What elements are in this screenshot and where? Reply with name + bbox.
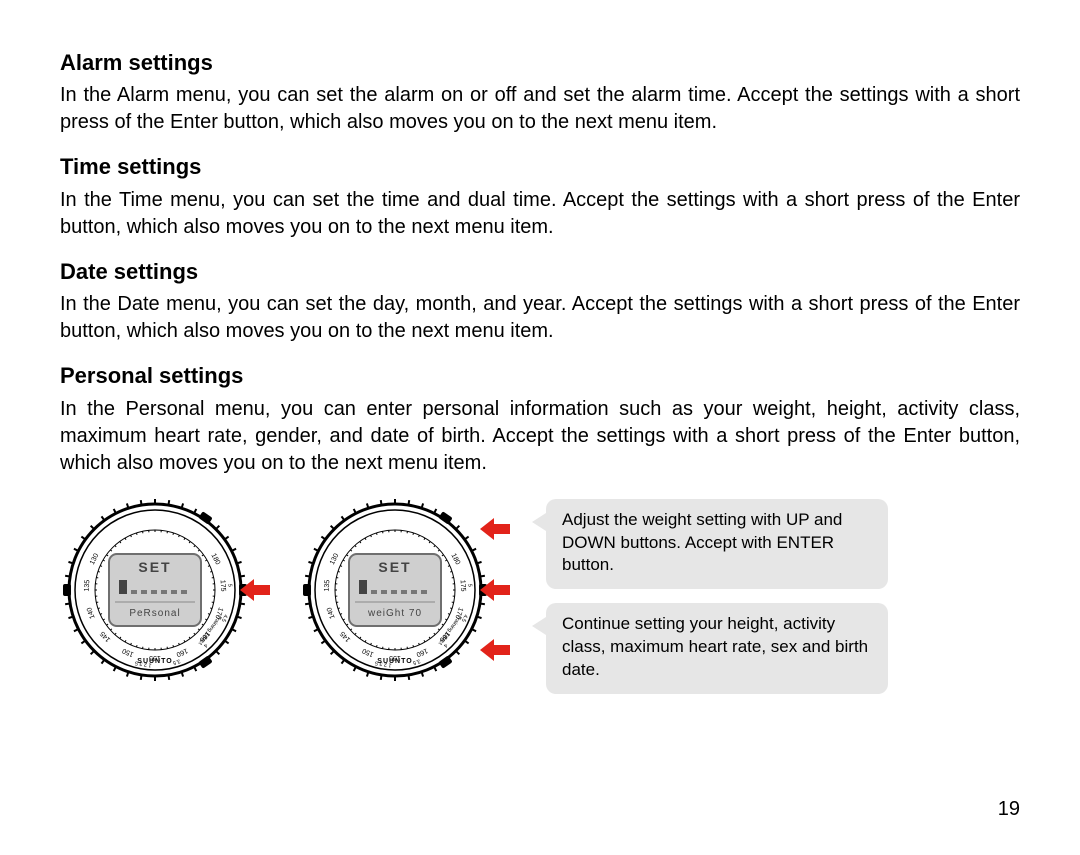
body-personal-settings: In the Personal menu, you can enter pers… [60, 396, 1020, 477]
body-alarm-settings: In the Alarm menu, you can set the alarm… [60, 82, 1020, 136]
svg-text:SUUNTO: SUUNTO [137, 658, 172, 665]
manual-page: Alarm settings In the Alarm menu, you ca… [0, 0, 1080, 855]
svg-text:PeRsonal: PeRsonal [129, 608, 180, 619]
svg-text:175: 175 [219, 579, 227, 591]
svg-text:135: 135 [324, 579, 332, 591]
svg-text:SET: SET [138, 559, 171, 575]
svg-text:135: 135 [84, 579, 92, 591]
red-arrow-icon [480, 579, 510, 601]
svg-text:SET: SET [378, 559, 411, 575]
svg-text:5: 5 [466, 583, 472, 586]
watch-illustration-1: 130135140145150155160165170175180Trainin… [60, 495, 270, 685]
heading-personal-settings: Personal settings [60, 363, 1020, 389]
red-arrow-icon [480, 639, 510, 661]
svg-text:175: 175 [459, 579, 467, 591]
body-date-settings: In the Date menu, you can set the day, m… [60, 291, 1020, 345]
body-time-settings: In the Time menu, you can set the time a… [60, 187, 1020, 241]
heading-time-settings: Time settings [60, 154, 1020, 180]
red-arrow-icon [480, 518, 510, 540]
page-number: 19 [998, 798, 1020, 821]
svg-text:5: 5 [226, 583, 232, 586]
red-arrow-icon [240, 579, 270, 601]
figure-row: 130135140145150155160165170175180Trainin… [60, 495, 1020, 695]
watch-illustration-2: 130135140145150155160165170175180Trainin… [300, 495, 510, 685]
callout-2: Continue setting your height, activity c… [546, 603, 888, 694]
svg-text:SUUNTO: SUUNTO [377, 658, 412, 665]
callout-group: Adjust the weight setting with UP and DO… [546, 495, 888, 695]
svg-text:weiGht 70: weiGht 70 [367, 608, 422, 619]
heading-date-settings: Date settings [60, 259, 1020, 285]
callout-1: Adjust the weight setting with UP and DO… [546, 499, 888, 590]
heading-alarm-settings: Alarm settings [60, 50, 1020, 76]
